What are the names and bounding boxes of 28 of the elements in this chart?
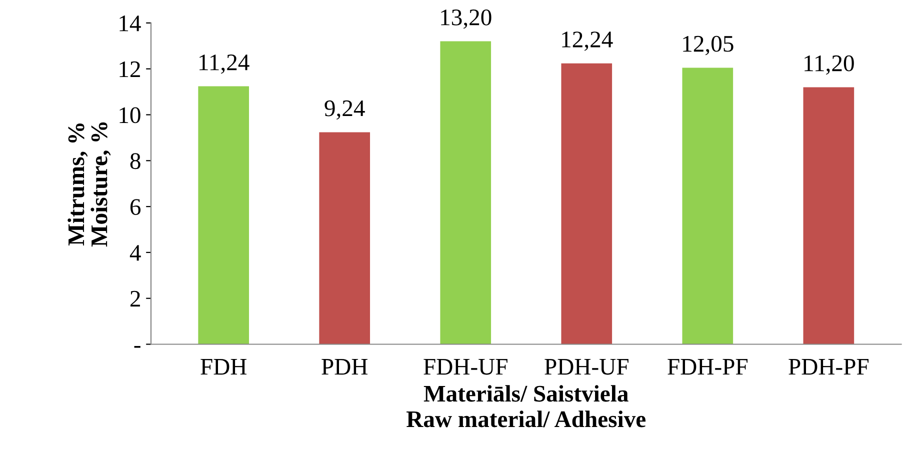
data-label: 12,24 <box>562 32 613 51</box>
x-tick-label: FDH <box>200 359 247 375</box>
data-label: 12,05 <box>683 36 734 56</box>
bar <box>682 68 734 344</box>
y-tick-label: 10 <box>120 107 140 124</box>
x-tick-label: FDH-PF <box>668 359 748 375</box>
data-label: 11,24 <box>200 54 250 74</box>
data-label: 13,20 <box>441 9 492 29</box>
x-axis-title: Materiāls/ Saistviela Raw material/ Adhesive <box>406 385 646 428</box>
data-label: 9,24 <box>324 100 365 120</box>
y-tick-label: 2 <box>130 290 140 307</box>
y-tick-label: 12 <box>120 61 140 78</box>
x-tick-label: PDH-PF <box>788 359 868 375</box>
y-axis-title: Mitrums, % Moisture, % <box>68 122 111 247</box>
bar <box>198 86 249 344</box>
bar <box>561 63 612 344</box>
x-tick-label: FDH-UF <box>424 359 508 375</box>
y-tick-label: 14 <box>120 16 141 32</box>
bar <box>803 87 854 344</box>
bar <box>440 41 492 344</box>
y-tick-label: 8 <box>130 153 140 170</box>
x-tick-label: PDH <box>322 359 368 375</box>
x-tick-label: PDH-UF <box>544 359 628 375</box>
y-tick-label: - <box>134 346 140 348</box>
y-tick-label: 4 <box>130 245 141 261</box>
y-tick-label: 6 <box>130 199 141 215</box>
bar <box>319 132 370 344</box>
data-label: 11,20 <box>804 55 854 75</box>
